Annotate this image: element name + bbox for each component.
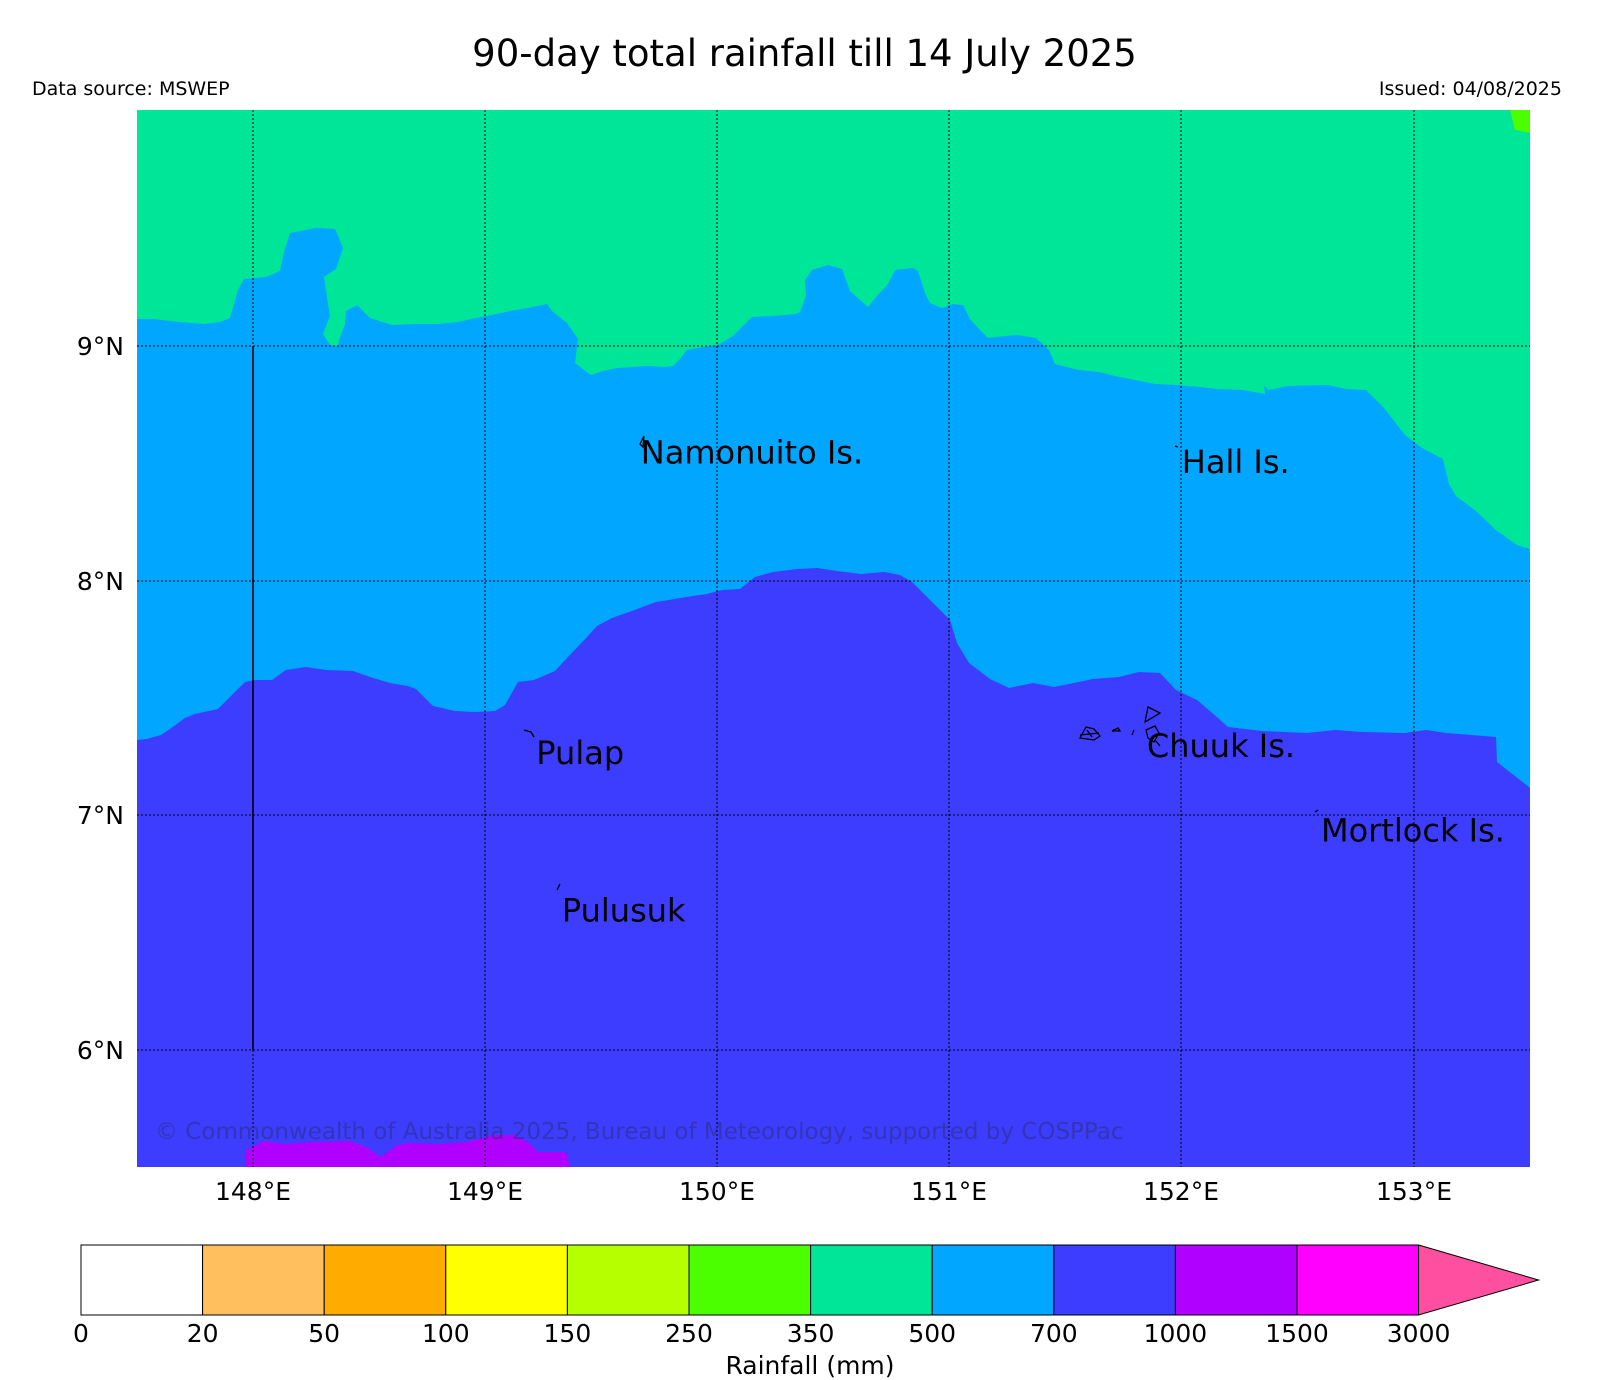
lat-label-9n: 9°N: [77, 332, 124, 361]
issued-date-label: Issued: 04/08/2025: [1378, 78, 1562, 100]
colorbar-tick-label: 3000: [1387, 1319, 1451, 1348]
colorbar-tick-label: 0: [73, 1319, 89, 1348]
lon-label-149e: 149°E: [447, 1177, 523, 1206]
colorbar-segment: [1296, 1244, 1420, 1316]
place-label-pulap: Pulap: [536, 734, 624, 772]
mortlock-island-outline: [1314, 809, 1319, 813]
chuuk-islands-outline: [1078, 706, 1162, 747]
colorbar-segment: [202, 1244, 325, 1316]
lon-label-148e: 148°E: [215, 1177, 291, 1206]
map-gridlines: [137, 110, 1530, 1167]
colorbar-extend-arrow: [1418, 1244, 1541, 1316]
colorbar-segment: [1053, 1244, 1176, 1316]
colorbar-segment: [445, 1244, 568, 1316]
map-title: 90-day total rainfall till 14 July 2025: [472, 32, 1137, 75]
data-source-label: Data source: MSWEP: [32, 78, 230, 100]
hall-island-outline: [1174, 445, 1179, 448]
place-labels: Namonuito Is. Hall Is. Pulap Chuuk Is. Mortl…: [536, 434, 1505, 930]
rainfall-zone-1000-1500: [246, 1135, 570, 1167]
colorbar-tick-label: 250: [665, 1319, 713, 1348]
colorbar-tick-label: 350: [787, 1319, 835, 1348]
place-label-chuuk-is: Chuuk Is.: [1147, 727, 1295, 765]
island-outlines: [523, 435, 1319, 891]
lon-label-151e: 151°E: [911, 1177, 987, 1206]
latitude-labels: 9°N 8°N 7°N 6°N: [77, 332, 124, 1065]
place-label-hall-is: Hall Is.: [1182, 443, 1290, 481]
colorbar-tick-label: 500: [908, 1319, 956, 1348]
colorbar-tick-label: 1500: [1265, 1319, 1329, 1348]
lat-label-6n: 6°N: [77, 1036, 124, 1065]
place-label-namonuito-is: Namonuito Is.: [641, 434, 863, 472]
colorbar-tick-label: 1000: [1144, 1319, 1208, 1348]
pulusuk-island-outline: [556, 883, 561, 891]
rainfall-zone-250-350: [1510, 110, 1530, 133]
colorbar-tick-label: 100: [422, 1319, 470, 1348]
colorbar-segment: [80, 1244, 204, 1316]
lon-label-153e: 153°E: [1376, 1177, 1452, 1206]
lon-label-150e: 150°E: [679, 1177, 755, 1206]
colorbar-tick-label: 20: [187, 1319, 219, 1348]
colorbar-segment: [931, 1244, 1055, 1316]
colorbar-segment: [323, 1244, 447, 1316]
lat-label-7n: 7°N: [77, 801, 124, 830]
colorbar-tick-label: 150: [544, 1319, 592, 1348]
pulap-island-outline: [523, 729, 535, 738]
colorbar-tick-label: 50: [308, 1319, 340, 1348]
rainfall-field: [137, 110, 1530, 1167]
colorbar-segment: [566, 1244, 690, 1316]
colorbar-tick-label: 700: [1030, 1319, 1078, 1348]
longitude-labels: 148°E 149°E 150°E 151°E 152°E 153°E: [215, 1177, 1452, 1206]
colorbar-segment: [1174, 1244, 1298, 1316]
lon-label-152e: 152°E: [1143, 1177, 1219, 1206]
lat-label-8n: 8°N: [77, 567, 124, 596]
colorbar: 0 20 50 100 150 250 350 500 700 1000 1500 3000: [73, 1244, 1541, 1348]
place-label-pulusuk: Pulusuk: [562, 892, 686, 930]
copyright-notice: © Commonwealth of Australia 2025, Bureau…: [155, 1119, 1124, 1145]
colorbar-segment: [810, 1244, 933, 1316]
namonuito-island-outline: [639, 435, 645, 449]
colorbar-title: Rainfall (mm): [725, 1351, 894, 1380]
place-label-mortlock-is: Mortlock Is.: [1321, 812, 1505, 850]
colorbar-segment: [688, 1244, 812, 1316]
